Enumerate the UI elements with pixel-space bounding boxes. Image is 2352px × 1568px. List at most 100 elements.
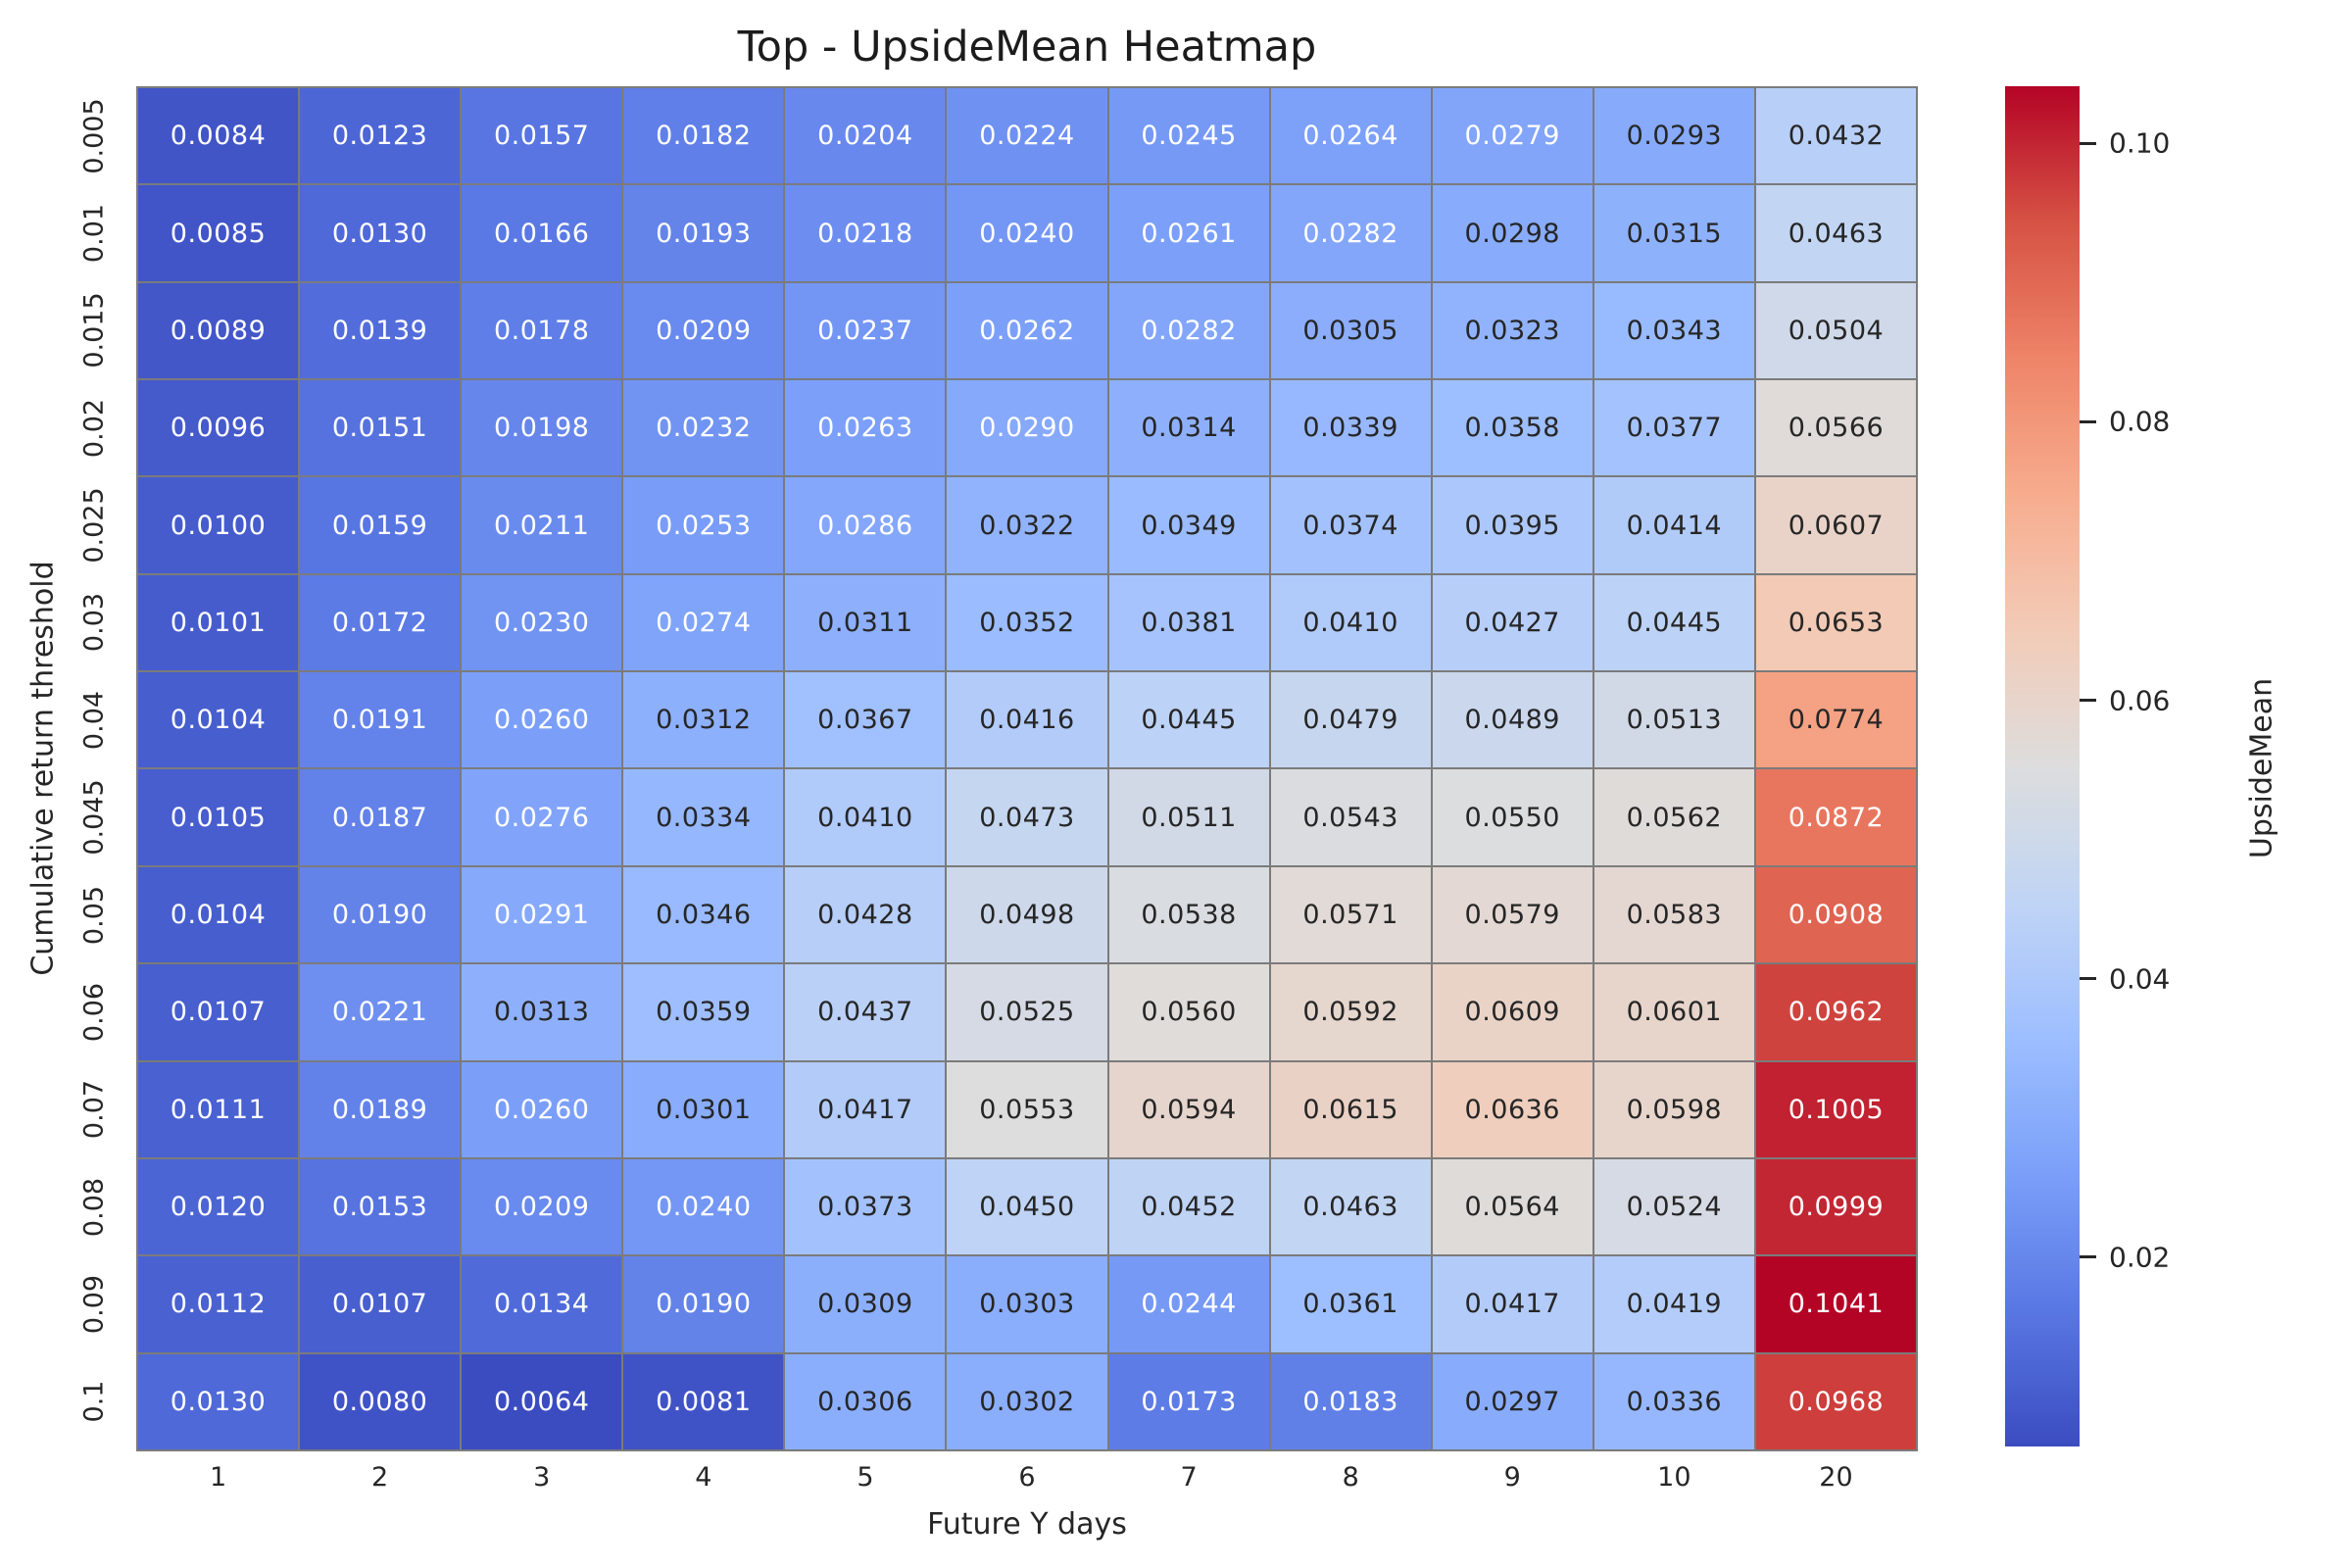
heatmap-cell: 0.0592 — [1270, 964, 1431, 1060]
heatmap-cell: 0.0381 — [1108, 574, 1269, 671]
heatmap-cell: 0.0178 — [462, 282, 622, 379]
heatmap-cell: 0.0134 — [462, 1256, 622, 1352]
heatmap-cell: 0.0139 — [300, 282, 461, 379]
heatmap-cell: 0.0498 — [947, 866, 1107, 963]
heatmap-cell: 0.0193 — [623, 185, 784, 281]
heatmap-cell: 0.0601 — [1593, 964, 1754, 1060]
heatmap-cell: 0.0081 — [623, 1353, 784, 1449]
heatmap-cell: 0.0473 — [947, 769, 1107, 865]
heatmap-cell: 0.0313 — [462, 964, 622, 1060]
heatmap-cell: 0.0432 — [1755, 88, 1916, 184]
heatmap-cell: 0.0159 — [300, 477, 461, 573]
heatmap-cell: 0.0358 — [1432, 380, 1592, 476]
x-tick-label: 20 — [1819, 1462, 1853, 1493]
heatmap-cell: 0.0166 — [462, 185, 622, 281]
heatmap-cell: 0.0410 — [785, 769, 946, 865]
heatmap-cell: 0.0479 — [1270, 672, 1431, 768]
heatmap-cell: 0.0104 — [138, 672, 299, 768]
y-tick-label: 0.03 — [78, 593, 110, 653]
heatmap-cell: 0.0303 — [947, 1256, 1107, 1352]
colorbar-tick-label: 0.10 — [2109, 126, 2171, 160]
heatmap-cell: 0.0564 — [1432, 1158, 1592, 1255]
heatmap-cell: 0.0524 — [1593, 1158, 1754, 1255]
heatmap-cell: 0.0553 — [947, 1061, 1107, 1157]
heatmap-cell: 0.0260 — [462, 1061, 622, 1157]
heatmap-cell: 0.0172 — [300, 574, 461, 671]
heatmap-cell: 0.0504 — [1755, 282, 1916, 379]
heatmap-cell: 0.0209 — [462, 1158, 622, 1255]
y-tick-label: 0.01 — [78, 203, 110, 264]
heatmap-cell: 0.0374 — [1270, 477, 1431, 573]
colorbar-gradient — [2005, 86, 2080, 1446]
heatmap-cell: 0.0336 — [1593, 1353, 1754, 1449]
y-tick-label: 0.06 — [78, 982, 110, 1042]
heatmap-cell: 0.0562 — [1593, 769, 1754, 865]
y-tick-label: 0.08 — [78, 1177, 110, 1237]
heatmap-cell: 0.0130 — [138, 1353, 299, 1449]
heatmap-cell: 0.0237 — [785, 282, 946, 379]
heatmap-cell: 0.0262 — [947, 282, 1107, 379]
heatmap-cell: 0.0204 — [785, 88, 946, 184]
x-tick-label: 4 — [695, 1462, 712, 1493]
x-tick-label: 7 — [1180, 1462, 1198, 1493]
heatmap-cell: 0.0101 — [138, 574, 299, 671]
x-tick-label: 3 — [533, 1462, 551, 1493]
x-tick-label: 8 — [1342, 1462, 1359, 1493]
heatmap-cell: 0.0419 — [1593, 1256, 1754, 1352]
y-tick-label: 0.04 — [78, 690, 110, 750]
x-tick-label: 6 — [1018, 1462, 1036, 1493]
heatmap-cell: 0.0190 — [623, 1256, 784, 1352]
heatmap-cell: 0.0104 — [138, 866, 299, 963]
y-tick-label: 0.07 — [78, 1080, 110, 1140]
colorbar-tick-label: 0.02 — [2109, 1241, 2171, 1274]
colorbar-tick-label: 0.06 — [2109, 684, 2171, 717]
heatmap-cell: 0.0274 — [623, 574, 784, 671]
heatmap-cell: 0.0198 — [462, 380, 622, 476]
heatmap-cell: 0.0244 — [1108, 1256, 1269, 1352]
colorbar-tick-label: 0.04 — [2109, 962, 2171, 996]
heatmap-cell: 0.0428 — [785, 866, 946, 963]
heatmap-cell: 0.0151 — [300, 380, 461, 476]
heatmap-cell: 0.0445 — [1108, 672, 1269, 768]
heatmap-cell: 0.0096 — [138, 380, 299, 476]
heatmap-cell: 0.0264 — [1270, 88, 1431, 184]
heatmap-cell: 0.0322 — [947, 477, 1107, 573]
heatmap-cell: 0.0282 — [1270, 185, 1431, 281]
heatmap-cell: 0.0183 — [1270, 1353, 1431, 1449]
heatmap-cell: 0.0417 — [785, 1061, 946, 1157]
heatmap-cell: 0.0908 — [1755, 866, 1916, 963]
y-tick-label: 0.09 — [78, 1274, 110, 1335]
heatmap-cell: 0.0334 — [623, 769, 784, 865]
colorbar-tick-mark — [2080, 141, 2096, 145]
heatmap-cell: 0.0525 — [947, 964, 1107, 1060]
heatmap-cell: 0.0416 — [947, 672, 1107, 768]
heatmap-cell: 0.0218 — [785, 185, 946, 281]
heatmap-cell: 0.0583 — [1593, 866, 1754, 963]
y-tick-label: 0.015 — [78, 292, 110, 369]
heatmap-cell: 0.0511 — [1108, 769, 1269, 865]
heatmap-cell: 0.0323 — [1432, 282, 1592, 379]
heatmap-cell: 0.0306 — [785, 1353, 946, 1449]
heatmap-cell: 0.0607 — [1755, 477, 1916, 573]
heatmap-cell: 0.0489 — [1432, 672, 1592, 768]
heatmap-cell: 0.0293 — [1593, 88, 1754, 184]
heatmap-cell: 0.0598 — [1593, 1061, 1754, 1157]
heatmap-cell: 0.0311 — [785, 574, 946, 671]
y-tick-label: 0.045 — [78, 779, 110, 856]
heatmap-cell: 0.0463 — [1270, 1158, 1431, 1255]
heatmap-cell: 0.0080 — [300, 1353, 461, 1449]
heatmap-cell: 0.0290 — [947, 380, 1107, 476]
heatmap-cell: 0.0189 — [300, 1061, 461, 1157]
heatmap-cell: 0.0182 — [623, 88, 784, 184]
y-tick-label: 0.05 — [78, 885, 110, 945]
heatmap-cell: 0.0999 — [1755, 1158, 1916, 1255]
x-axis-label: Future Y days — [927, 1507, 1127, 1542]
heatmap-cell: 0.0282 — [1108, 282, 1269, 379]
heatmap-cell: 0.0211 — [462, 477, 622, 573]
heatmap-cell: 0.0566 — [1755, 380, 1916, 476]
y-axis-label: Cumulative return threshold — [25, 561, 61, 976]
heatmap-cell: 0.0084 — [138, 88, 299, 184]
colorbar-label: UpsideMean — [2244, 677, 2279, 859]
heatmap-cell: 0.0361 — [1270, 1256, 1431, 1352]
